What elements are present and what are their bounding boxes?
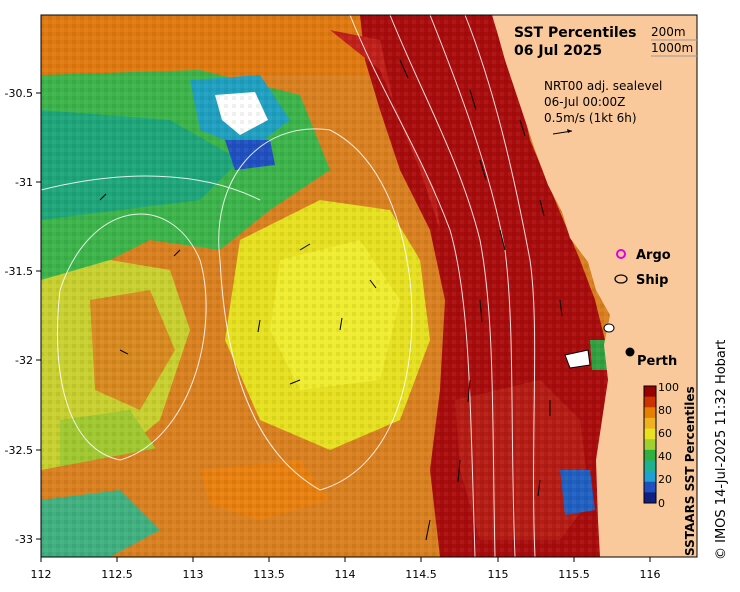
colorbar-swatch — [644, 428, 656, 440]
y-tick-label: -32.5 — [5, 444, 33, 457]
current-scale: 0.5m/s (1kt 6h) — [544, 111, 637, 125]
colorbar-swatch — [644, 481, 656, 493]
contour-label-200m: 200m — [651, 25, 686, 39]
colorbar-swatch — [644, 492, 656, 504]
contour-label-1000m: 1000m — [651, 41, 693, 55]
x-tick-label: 112 — [31, 568, 52, 581]
x-tick-label: 114 — [335, 568, 356, 581]
x-tick-label: 113 — [183, 568, 204, 581]
current-time: 06-Jul 00:00Z — [544, 95, 625, 109]
place-perth: Perth — [637, 354, 677, 369]
x-tick-label: 112.5 — [101, 568, 133, 581]
y-tick-label: -31.5 — [5, 265, 33, 278]
colorbar-tick-label: 20 — [658, 473, 672, 486]
colorbar-ticks: 100 80 60 40 20 0 — [658, 381, 679, 510]
legend-ship: Ship — [636, 273, 668, 288]
copyright-notice: © IMOS 14-Jul-2025 11:32 Hobart — [714, 339, 729, 560]
x-tick-label: 115 — [488, 568, 509, 581]
x-tick-label: 116 — [640, 568, 661, 581]
colorbar-tick-label: 60 — [658, 427, 672, 440]
legend-argo: Argo — [636, 248, 671, 263]
x-tick-label: 115.5 — [558, 568, 590, 581]
colorbar-tick-label: 40 — [658, 450, 672, 463]
colorbar-frame — [643, 385, 657, 504]
colorbar-swatch — [644, 439, 656, 451]
y-tick-label: -33 — [15, 533, 33, 546]
x-axis: 112 112.5 113 113.5 114 114.5 115 115.5 … — [31, 557, 661, 581]
y-tick-label: -32 — [15, 354, 33, 367]
colorbar-swatch — [644, 407, 656, 419]
current-source: NRT00 adj. sealevel — [544, 79, 662, 93]
colorbar — [643, 385, 657, 504]
sst-field — [41, 15, 697, 557]
colorbar-swatch — [644, 386, 656, 398]
perth-marker-icon — [625, 347, 635, 357]
map-title: SST Percentiles — [514, 25, 637, 41]
x-tick-label: 113.5 — [253, 568, 285, 581]
colorbar-swatch — [644, 471, 656, 483]
y-tick-label: -30.5 — [5, 87, 33, 100]
x-tick-label: 114.5 — [405, 568, 437, 581]
ship-marker-icon — [614, 274, 628, 284]
colorbar-tick-label: 100 — [658, 381, 679, 394]
argo-marker-icon — [616, 249, 626, 259]
colorbar-tick-label: 0 — [658, 497, 665, 510]
colorbar-title: SSTAARS SST Percentiles — [683, 386, 697, 556]
plot-frame — [40, 14, 698, 558]
colorbar-swatch — [644, 396, 656, 408]
y-tick-label: -31 — [15, 176, 33, 189]
colorbar-swatch — [644, 417, 656, 430]
y-axis: -30.5 -31 -31.5 -32 -32.5 -33 — [5, 87, 41, 546]
map-date: 06 Jul 2025 — [514, 43, 602, 59]
scale-arrow-icon — [552, 129, 573, 135]
colorbar-tick-label: 80 — [658, 404, 672, 417]
colorbar-swatch — [644, 449, 656, 461]
colorbar-swatch — [644, 460, 656, 472]
